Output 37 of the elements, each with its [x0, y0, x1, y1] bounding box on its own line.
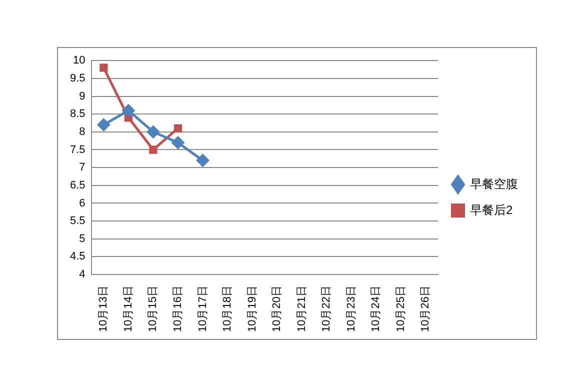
y-tick-label: 4.5	[70, 250, 86, 263]
x-tick-label: 10月17日	[196, 286, 209, 332]
y-tick-label: 5.5	[70, 215, 86, 228]
y-tick-label: 5	[79, 232, 86, 245]
y-tick-label: 7.5	[70, 144, 86, 156]
x-tick-label: 10月16日	[172, 286, 184, 332]
y-tick-label: 9	[79, 90, 86, 102]
y-tick-label: 6.5	[70, 179, 86, 192]
y-tick-label: 9.5	[70, 72, 86, 84]
y-tick-label: 8	[79, 126, 86, 138]
x-tick-label: 10月25日	[394, 286, 407, 332]
x-tick-label: 10月19日	[246, 286, 258, 332]
y-tick-label: 7	[79, 162, 86, 174]
y-tick-label: 10	[73, 54, 86, 67]
y-tick-label: 8.5	[70, 108, 86, 120]
point	[149, 146, 158, 154]
x-tick-label: 10月23日	[345, 286, 358, 332]
y-tick-label: 4	[79, 268, 86, 281]
x-tick-label: 10月24日	[370, 286, 382, 332]
x-tick-label: 10月21日	[296, 286, 308, 332]
point	[100, 64, 108, 72]
point	[122, 104, 135, 117]
x-tick-label: 10月22日	[320, 286, 333, 332]
x-tick-label: 10月14日	[122, 286, 134, 332]
point	[196, 154, 209, 167]
x-tick-label: 10月20日	[271, 286, 284, 332]
x-tick-label: 10月18日	[222, 286, 234, 332]
x-tick-label: 10月15日	[147, 286, 160, 332]
x-tick-label: 10月26日	[420, 286, 432, 332]
legend-label: 早餐空腹	[470, 176, 518, 191]
point	[146, 126, 160, 138]
y-tick-label: 6	[79, 197, 86, 210]
point	[174, 124, 182, 132]
x-tick-label: 10月13日	[98, 286, 110, 332]
point	[97, 118, 110, 132]
legend-label: 早餐后2	[470, 202, 513, 217]
point	[172, 136, 184, 149]
